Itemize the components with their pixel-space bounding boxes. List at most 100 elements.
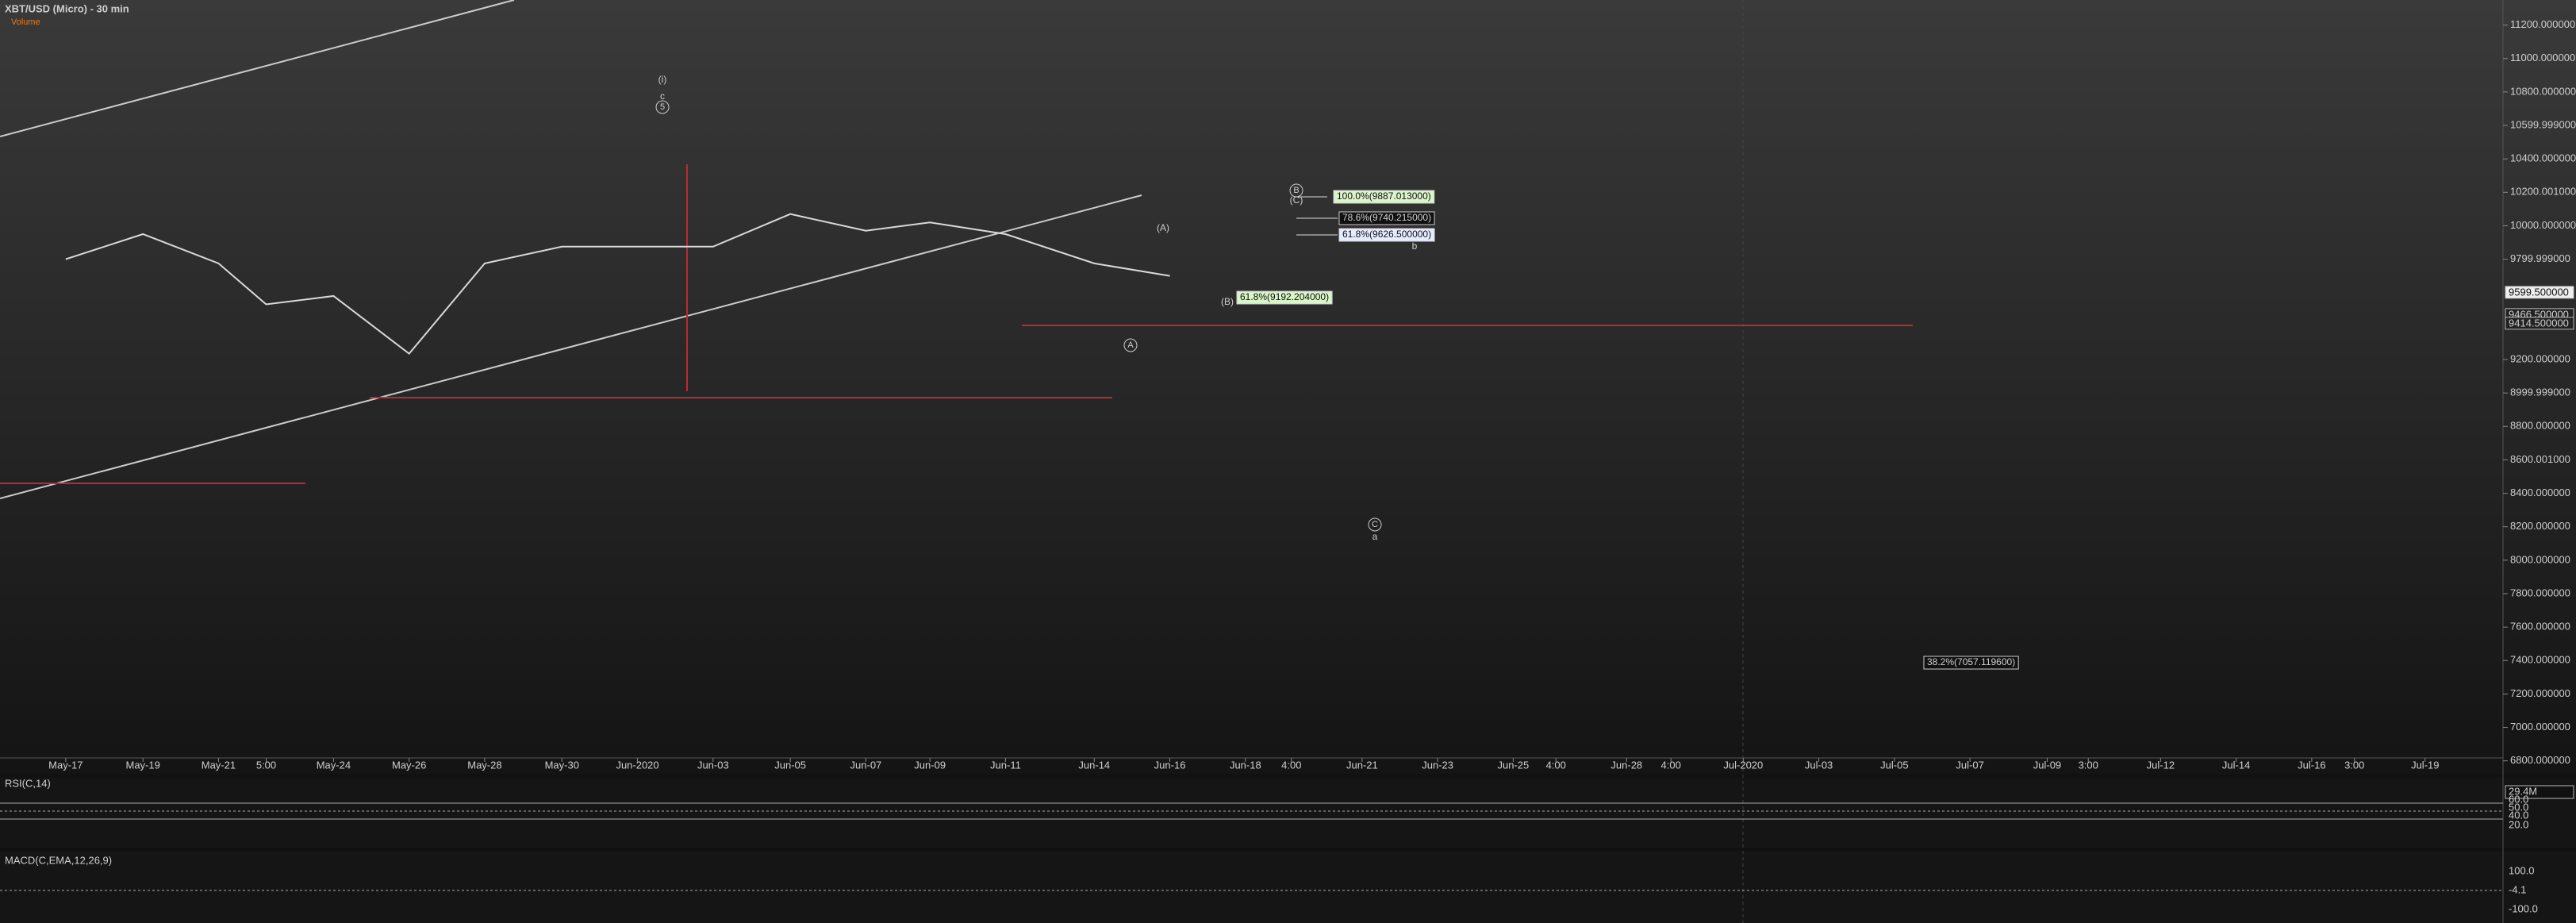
y-tick-label: 7400.000000 bbox=[2510, 654, 2570, 666]
y-tick-label: 10800.000000 bbox=[2510, 85, 2576, 97]
chart-title: XBT/USD (Micro) - 30 min bbox=[5, 2, 129, 14]
y-tick-label: 11200.000000 bbox=[2510, 18, 2575, 30]
price-label: 9599.500000 bbox=[2509, 286, 2569, 298]
wave-label: b bbox=[1412, 240, 1418, 252]
x-tick-label: May-21 bbox=[202, 759, 236, 771]
fib-box bbox=[1333, 190, 1435, 204]
x-tick-label: 5:00 bbox=[256, 759, 276, 771]
wave-label: c bbox=[660, 90, 665, 102]
x-tick-label: Jul-03 bbox=[1805, 759, 1833, 771]
y-tick-label: 8800.000000 bbox=[2510, 420, 2570, 432]
volume-label: 29.4M bbox=[2509, 785, 2537, 797]
y-tick-label: 7200.000000 bbox=[2510, 687, 2570, 699]
wave-label: (i) bbox=[658, 74, 667, 85]
rsi-tick-label: 50.0 bbox=[2509, 801, 2528, 813]
x-tick-label: Jul-19 bbox=[2411, 759, 2439, 771]
fib-label: 61.8%(9192.204000) bbox=[1240, 291, 1329, 302]
y-tick-label: 7600.000000 bbox=[2510, 621, 2570, 633]
price-panel bbox=[0, 0, 2576, 774]
rsi-tick-label: 40.0 bbox=[2509, 809, 2528, 821]
macd-panel bbox=[0, 852, 2576, 923]
x-tick-label: Jun-2020 bbox=[616, 759, 658, 771]
y-tick-label: 8200.000000 bbox=[2510, 520, 2570, 532]
x-tick-label: Jul-07 bbox=[1956, 759, 1983, 771]
price-label-box bbox=[2505, 286, 2574, 299]
macd-tick-label: 100.0 bbox=[2509, 864, 2535, 876]
price-line bbox=[65, 213, 1170, 356]
y-tick-label: 8000.000000 bbox=[2510, 553, 2570, 565]
wave-circle bbox=[1368, 517, 1382, 532]
rsi-panel bbox=[0, 778, 2576, 848]
x-tick-label: Jun-03 bbox=[697, 759, 729, 771]
x-tick-label: Jun-07 bbox=[850, 759, 882, 771]
x-tick-label: Jun-21 bbox=[1346, 759, 1378, 771]
x-tick-label: Jul-2020 bbox=[1723, 759, 1763, 771]
x-tick-label: May-28 bbox=[467, 759, 501, 771]
rsi-title: RSI(C,14) bbox=[5, 777, 51, 789]
x-tick-label: Jun-28 bbox=[1610, 759, 1642, 771]
fib-box bbox=[1338, 228, 1435, 242]
y-tick-label: 10000.000000 bbox=[2510, 219, 2576, 231]
wave-label: 5 bbox=[660, 102, 665, 112]
y-tick-label: 9799.999000 bbox=[2510, 252, 2570, 264]
y-tick-label: 6800.000000 bbox=[2510, 754, 2570, 766]
fib-label: 61.8%(9626.500000) bbox=[1342, 229, 1431, 240]
x-tick-label: 3:00 bbox=[2344, 759, 2364, 771]
x-tick-label: Jul-09 bbox=[2033, 759, 2061, 771]
x-tick-label: Jun-05 bbox=[774, 759, 806, 771]
label-box bbox=[2505, 785, 2574, 799]
x-tick-label: 4:00 bbox=[1281, 759, 1301, 771]
x-tick-label: Jun-23 bbox=[1422, 759, 1453, 771]
macd-title: MACD(C,EMA,12,26,9) bbox=[5, 854, 112, 866]
y-tick-label: 10599.999000 bbox=[2510, 118, 2576, 130]
y-tick-label: 8400.000000 bbox=[2510, 486, 2570, 498]
fib-box bbox=[1236, 290, 1333, 305]
y-tick-label: 8999.999000 bbox=[2510, 387, 2570, 398]
x-tick-label: Jul-05 bbox=[1880, 759, 1908, 771]
x-tick-label: Jul-14 bbox=[2222, 759, 2250, 771]
x-tick-label: Jul-12 bbox=[2147, 759, 2175, 771]
y-tick-label: 8600.001000 bbox=[2510, 453, 2570, 465]
wave-label: C bbox=[1372, 520, 1378, 529]
y-tick-label: 7000.000000 bbox=[2510, 721, 2570, 733]
x-tick-label: Jun-14 bbox=[1078, 759, 1110, 771]
x-tick-label: Jun-25 bbox=[1498, 759, 1530, 771]
macd-tick-label: -4.1 bbox=[2509, 883, 2526, 895]
y-tick-label: 11000.000000 bbox=[2510, 52, 2575, 63]
fib-box bbox=[1923, 656, 2019, 670]
x-tick-label: Jun-16 bbox=[1154, 759, 1186, 771]
trend-line bbox=[0, 0, 515, 137]
subtitle: Volume bbox=[11, 17, 40, 27]
x-tick-label: Jun-11 bbox=[990, 759, 1021, 771]
y-tick-label: 7800.000000 bbox=[2510, 586, 2570, 598]
x-tick-label: May-30 bbox=[545, 759, 579, 771]
wave-label: A bbox=[1127, 340, 1134, 350]
y-tick-label: 10400.000000 bbox=[2510, 152, 2576, 164]
x-tick-label: May-24 bbox=[317, 759, 351, 771]
wave-circle bbox=[1289, 183, 1303, 198]
wave-label: (C) bbox=[1290, 194, 1303, 206]
y-tick-label: 10200.001000 bbox=[2510, 186, 2576, 198]
wave-label: B bbox=[1293, 186, 1299, 195]
wave-label: (A) bbox=[1157, 222, 1169, 233]
x-tick-label: Jun-09 bbox=[914, 759, 946, 771]
rsi-tick-label: 60.0 bbox=[2509, 793, 2528, 805]
trend-line bbox=[0, 194, 1142, 499]
wave-label: a bbox=[1372, 531, 1378, 542]
x-tick-label: 4:00 bbox=[1546, 759, 1566, 771]
x-tick-label: Jul-16 bbox=[2298, 759, 2325, 771]
price-label-box bbox=[2505, 317, 2574, 330]
wave-label: (B) bbox=[1221, 296, 1234, 307]
x-tick-label: 4:00 bbox=[1661, 759, 1681, 771]
x-tick-label: Jun-18 bbox=[1230, 759, 1261, 771]
fib-label: 78.6%(9740.215000) bbox=[1342, 212, 1431, 223]
fib-label: 100.0%(9887.013000) bbox=[1337, 190, 1431, 202]
x-tick-label: May-19 bbox=[125, 759, 159, 771]
rsi-tick-label: 20.0 bbox=[2509, 818, 2528, 830]
macd-tick-label: -100.0 bbox=[2509, 902, 2538, 914]
fib-label: 38.2%(7057.119600) bbox=[1927, 656, 2015, 667]
wave-circle bbox=[1123, 338, 1138, 352]
x-tick-label: 3:00 bbox=[2079, 759, 2098, 771]
wave-circle bbox=[655, 100, 670, 114]
